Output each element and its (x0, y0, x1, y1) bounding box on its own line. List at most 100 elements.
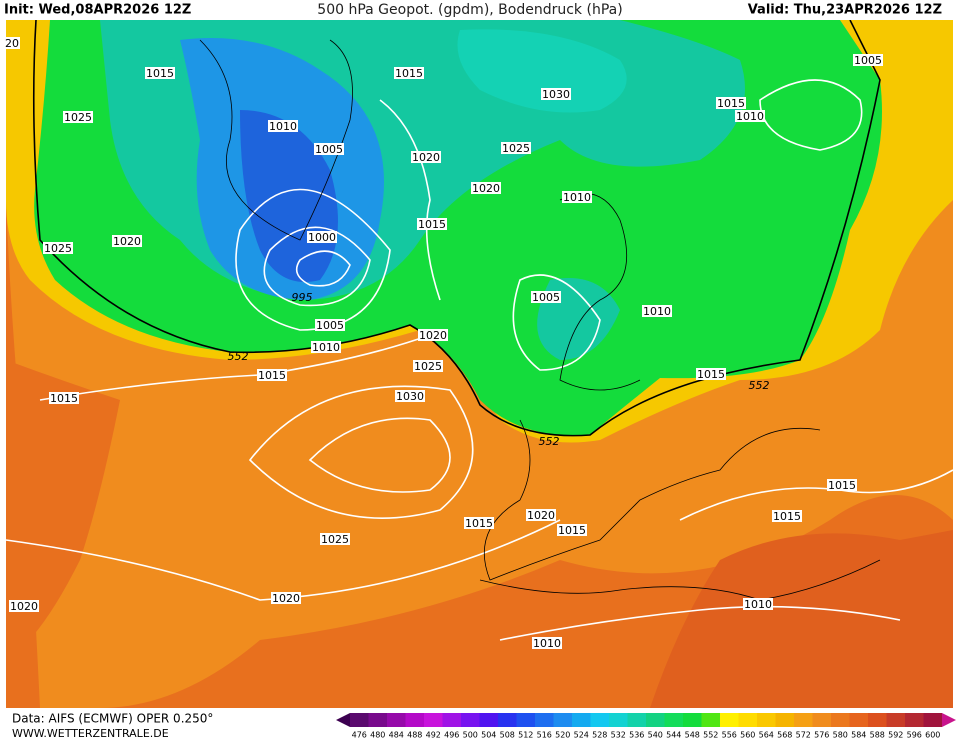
isobar-label: 1020 (272, 592, 300, 605)
coastlines (199, 39, 881, 601)
isobar-label: 1015 (697, 368, 725, 381)
isobar-label: 552 (228, 350, 249, 363)
isobar-label: 1015 (418, 218, 446, 231)
isobar-label-bg (471, 182, 501, 194)
coastline-africa (479, 559, 881, 601)
colorbar-swatch (350, 713, 369, 727)
isobar-label: 1015 (146, 67, 174, 80)
coastline-scandinavia (559, 192, 641, 391)
isobar-label-bg (395, 390, 425, 402)
colorbar-tick-label: 532 (611, 731, 626, 740)
colorbar-tick-label: 536 (629, 731, 644, 740)
colorbar-tick-label: 588 (870, 731, 885, 740)
isobar-label: 1010 (269, 120, 297, 133)
isobar (5, 519, 561, 601)
colorbar-tick-label: 556 (722, 731, 737, 740)
colorbar-swatch (701, 713, 720, 727)
colorbar-swatch (646, 713, 665, 727)
isobar-label-bg (63, 111, 93, 123)
map-title: 500 hPa Geopot. (gpdm), Bodendruck (hPa) (317, 2, 622, 18)
colorbar-tick-label: 540 (648, 731, 663, 740)
isobar-label: 995 (292, 291, 313, 304)
colorbar-swatch (627, 713, 646, 727)
colorbar-tick-label: 572 (796, 731, 811, 740)
isobar-label-bg (557, 524, 587, 536)
isobar-label: 1010 (312, 341, 340, 354)
field-564b (650, 530, 953, 708)
isobar-label-bg (853, 54, 883, 66)
isobar-label-bg (743, 598, 773, 610)
colorbar-swatch (849, 713, 868, 727)
isobar-label-bg (307, 231, 337, 243)
colorbar: 476 480 484 488 492 496 500 504 508 512 516 520 524 5… (336, 713, 956, 740)
colorbar-tick-label: 492 (426, 731, 441, 740)
isobar-label-bg (526, 509, 556, 521)
colorbar-tick-label: 544 (666, 731, 681, 740)
isobar-label-bg (257, 369, 287, 381)
isobar-label: 1020 (412, 151, 440, 164)
isobar-label-bg (394, 67, 424, 79)
isobar-label-bg (562, 191, 592, 203)
isobar-label: 1030 (542, 88, 570, 101)
colorbar-arrow (942, 713, 956, 727)
isobar-label: 1015 (717, 97, 745, 110)
colorbar-swatch (609, 713, 628, 727)
isobar-label: 1010 (533, 637, 561, 650)
colorbar-tick-label: 564 (759, 731, 774, 740)
map-field (6, 20, 953, 708)
isobar-label: 1000 (308, 231, 336, 244)
colorbar-tick-label: 516 (537, 731, 552, 740)
isobar-label: 1025 (44, 242, 72, 255)
data-source: Data: AIFS (ECMWF) OPER 0.250° (12, 712, 213, 726)
isobar-label: 552 (749, 379, 770, 392)
isobar-label-bg (315, 319, 345, 331)
colorbar-swatch (535, 713, 554, 727)
isobar-label-bg (9, 600, 39, 612)
isobar-label: 1025 (414, 360, 442, 373)
colorbar-swatch (757, 713, 776, 727)
isobar (235, 188, 391, 331)
colorbar-tick-label: 548 (685, 731, 700, 740)
colorbar-tick-label: 584 (851, 731, 866, 740)
isobar-label-bg (642, 305, 672, 317)
init-label: Init: Wed,08APR2026 12Z (4, 3, 191, 18)
isobar-label: 1025 (64, 111, 92, 124)
colorbar-swatch (442, 713, 461, 727)
isobar-label: 1015 (558, 524, 586, 537)
isobar-label: 1020 (10, 600, 38, 613)
colorbar-tick-label: 500 (463, 731, 478, 740)
isobar-label-bg (112, 235, 142, 247)
isobar-label-bg (417, 218, 447, 230)
colorbar-tick-label: 476 (352, 731, 367, 740)
isobar-label: 1030 (396, 390, 424, 403)
isobar (512, 274, 601, 371)
isobar-label-bg (716, 97, 746, 109)
isobar-label-bg (49, 392, 79, 404)
isobar-label: 1010 (643, 305, 671, 318)
isobar-label-bg (413, 360, 443, 372)
colorbar-tick-label: 580 (833, 731, 848, 740)
isobar-label: 1020 (527, 509, 555, 522)
isobar-label: 1005 (854, 54, 882, 67)
colorbar-tick-label: 496 (444, 731, 459, 740)
isobar-label: 20 (5, 37, 19, 50)
isobar-label: 1020 (472, 182, 500, 195)
isobar-label-bg (43, 242, 73, 254)
colorbar-tick-label: 504 (481, 731, 496, 740)
isobar-label: 1020 (419, 329, 447, 342)
field-544 (457, 29, 627, 113)
colorbar-arrow (336, 713, 350, 727)
valid-label: Valid: Thu,23APR2026 12Z (748, 3, 942, 18)
isobar-label-bg (145, 67, 175, 79)
website: WWW.WETTERZENTRALE.DE (12, 727, 169, 740)
isobar-label-bg (541, 88, 571, 100)
colorbar-swatch (812, 713, 831, 727)
isobar-label: 1005 (316, 319, 344, 332)
isobar-label: 1020 (113, 235, 141, 248)
isobar-label: 1010 (563, 191, 591, 204)
isobar-label-bg (532, 637, 562, 649)
colorbar-tick-label: 560 (740, 731, 755, 740)
colorbar-swatch (738, 713, 757, 727)
isobar-label: 1010 (744, 598, 772, 611)
colorbar-swatch (479, 713, 498, 727)
